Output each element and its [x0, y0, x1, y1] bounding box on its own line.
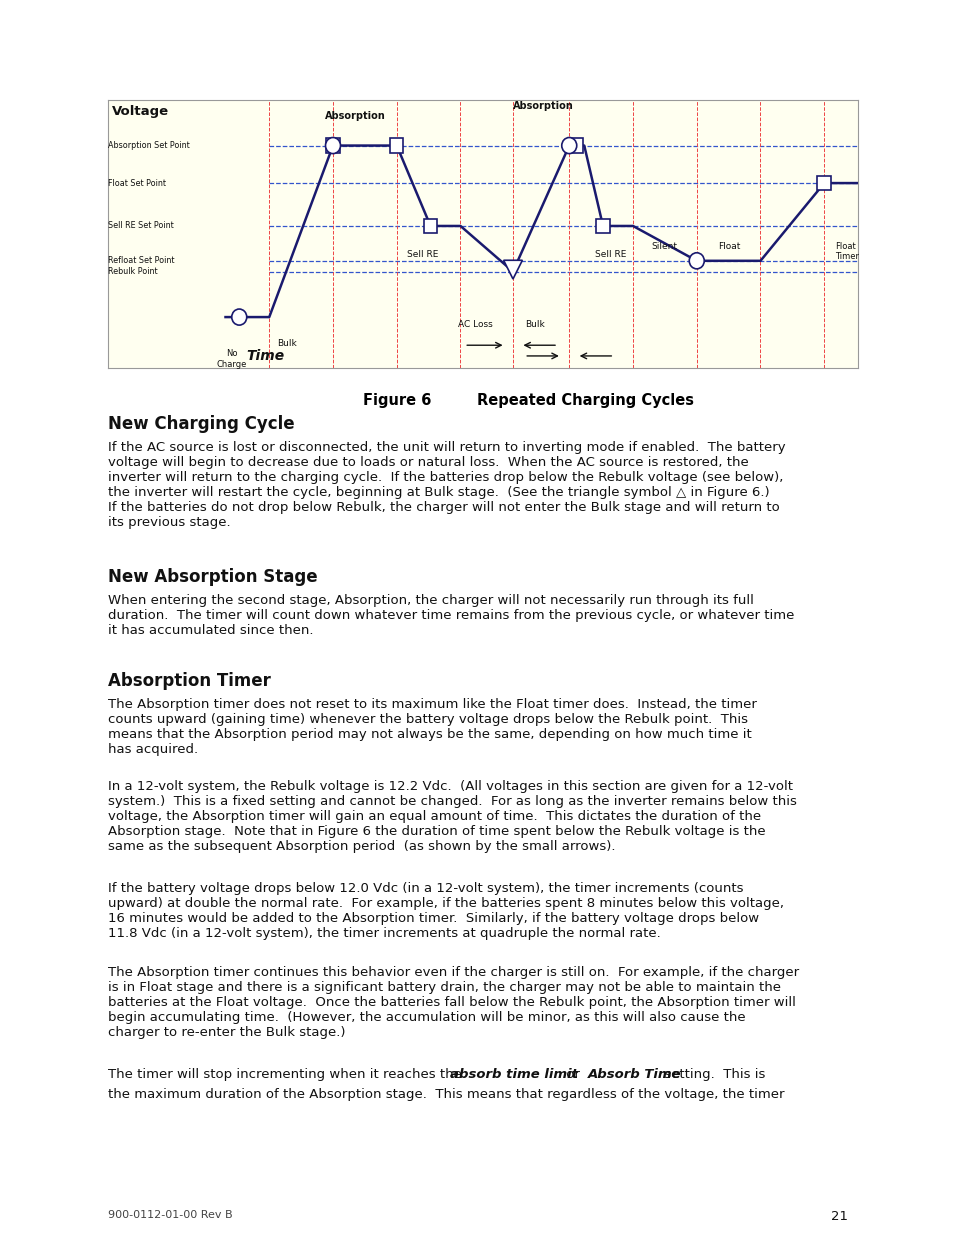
Text: Bulk: Bulk [276, 338, 296, 347]
Text: Sell RE: Sell RE [407, 249, 438, 259]
Ellipse shape [561, 137, 577, 153]
Text: 900-0112-01-00 Rev B: 900-0112-01-00 Rev B [108, 1210, 233, 1220]
Text: Float Set Point: Float Set Point [108, 179, 166, 188]
Text: Float
Timer: Float Timer [835, 242, 859, 262]
Text: Absorption Set Point: Absorption Set Point [108, 141, 190, 151]
FancyBboxPatch shape [596, 219, 609, 233]
Text: 21: 21 [831, 1210, 847, 1223]
Ellipse shape [688, 253, 703, 269]
Text: Sell RE: Sell RE [594, 249, 625, 259]
Text: The Absorption timer continues this behavior even if the charger is still on.  F: The Absorption timer continues this beha… [108, 966, 799, 1039]
Ellipse shape [325, 137, 340, 153]
Polygon shape [503, 261, 522, 279]
Ellipse shape [232, 309, 247, 325]
Text: The timer will stop incrementing when it reaches the: The timer will stop incrementing when it… [108, 1068, 466, 1081]
Text: absorb time limit: absorb time limit [449, 1068, 577, 1081]
FancyBboxPatch shape [326, 138, 339, 153]
Text: Operation: Operation [838, 63, 939, 80]
Text: Voltage: Voltage [112, 105, 169, 119]
Text: the maximum duration of the Absorption stage.  This means that regardless of the: the maximum duration of the Absorption s… [108, 1088, 783, 1100]
Text: If the battery voltage drops below 12.0 Vdc (in a 12-volt system), the timer inc: If the battery voltage drops below 12.0 … [108, 882, 783, 940]
FancyBboxPatch shape [817, 175, 830, 190]
Text: If the AC source is lost or disconnected, the unit will return to inverting mode: If the AC source is lost or disconnected… [108, 441, 785, 529]
Text: AC Loss: AC Loss [457, 320, 493, 329]
Text: Sell RE Set Point: Sell RE Set Point [108, 221, 173, 231]
Text: Silent: Silent [651, 242, 677, 251]
Text: No
Charge: No Charge [216, 350, 247, 368]
Text: Refloat Set Point: Refloat Set Point [108, 257, 174, 266]
Text: Absorption Timer: Absorption Timer [108, 672, 271, 690]
Text: Absorb Time: Absorb Time [587, 1068, 680, 1081]
Text: Rebulk Point: Rebulk Point [108, 267, 157, 275]
Text: Repeated Charging Cycles: Repeated Charging Cycles [476, 393, 693, 408]
Text: New Absorption Stage: New Absorption Stage [108, 568, 317, 585]
FancyBboxPatch shape [423, 219, 436, 233]
Text: Absorption: Absorption [512, 101, 573, 111]
Text: Float: Float [717, 242, 740, 251]
Text: New Charging Cycle: New Charging Cycle [108, 415, 294, 433]
Text: The Absorption timer does not reset to its maximum like the Float timer does.  I: The Absorption timer does not reset to i… [108, 698, 756, 756]
Text: Bulk: Bulk [525, 320, 545, 329]
FancyBboxPatch shape [390, 138, 403, 153]
Text: setting.  This is: setting. This is [659, 1068, 765, 1081]
Text: or: or [561, 1068, 583, 1081]
Text: Time: Time [247, 350, 285, 363]
Text: When entering the second stage, Absorption, the charger will not necessarily run: When entering the second stage, Absorpti… [108, 594, 794, 637]
Text: In a 12-volt system, the Rebulk voltage is 12.2 Vdc.  (All voltages in this sect: In a 12-volt system, the Rebulk voltage … [108, 781, 796, 853]
Text: Absorption: Absorption [325, 111, 385, 121]
Text: Figure 6: Figure 6 [362, 393, 431, 408]
FancyBboxPatch shape [569, 138, 583, 153]
